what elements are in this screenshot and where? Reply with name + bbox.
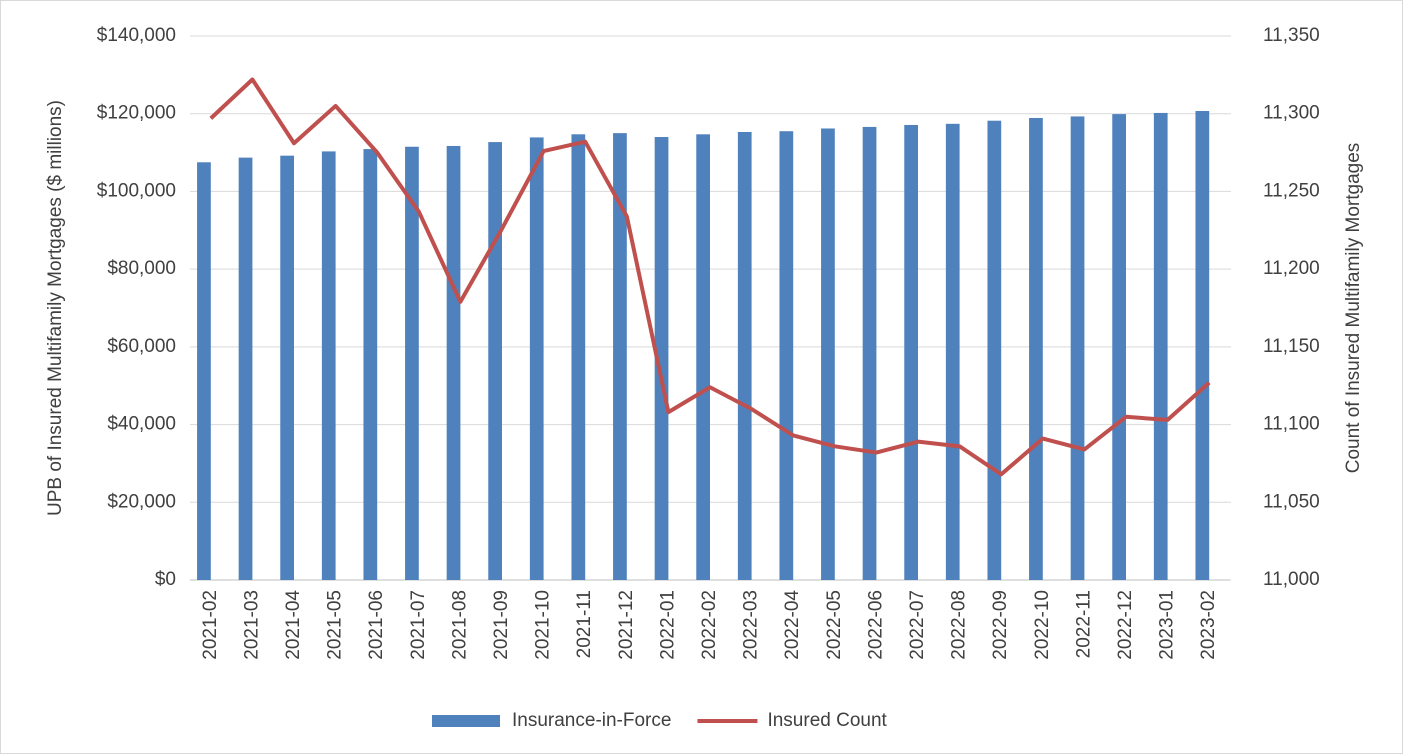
x-tick-label: 2022-09 <box>990 590 1011 660</box>
y2-tick-label: 11,000 <box>1263 569 1320 590</box>
y-tick-label: $140,000 <box>97 25 176 46</box>
bar <box>529 137 544 580</box>
x-tick-label: 2022-05 <box>824 590 845 660</box>
x-tick-label: 2021-03 <box>241 590 262 660</box>
y-tick-label: $120,000 <box>97 103 176 124</box>
bar <box>779 131 794 580</box>
bar <box>238 157 253 580</box>
x-tick-label: 2023-02 <box>1198 590 1219 660</box>
bar <box>1070 116 1085 580</box>
x-tick-label: 2022-08 <box>949 590 970 660</box>
x-tick-label: 2022-03 <box>741 590 762 660</box>
y-tick-label: $100,000 <box>97 180 176 201</box>
bar <box>1112 114 1126 581</box>
x-tick-label: 2022-12 <box>1115 590 1136 660</box>
x-tick-label: 2022-10 <box>1032 590 1053 660</box>
bar <box>197 162 211 581</box>
bar <box>654 137 669 580</box>
bar <box>280 155 294 580</box>
x-tick-label: 2021-06 <box>366 590 387 660</box>
bar <box>862 126 877 580</box>
y2-tick-label: 11,150 <box>1263 336 1320 357</box>
y2-axis-label: Count of Insured Multifamily Mortgages <box>1343 143 1364 474</box>
x-tick-label: 2021-02 <box>200 590 221 660</box>
bar <box>363 149 378 580</box>
y2-tick-label: 11,350 <box>1263 25 1320 46</box>
bar <box>737 131 752 580</box>
bar <box>696 134 710 580</box>
x-tick-label: 2021-07 <box>408 590 429 660</box>
x-tick-label: 2022-04 <box>782 590 803 660</box>
x-tick-label: 2021-12 <box>616 590 637 660</box>
x-tick-label: 2022-06 <box>865 590 886 660</box>
y-tick-label: $40,000 <box>107 414 176 435</box>
bar <box>321 151 336 581</box>
y2-tick-label: 11,200 <box>1263 258 1320 279</box>
y-tick-label: $20,000 <box>107 491 176 512</box>
bar <box>1029 117 1043 580</box>
bar <box>904 124 918 581</box>
x-tick-label: 2023-01 <box>1157 590 1178 660</box>
bar <box>488 142 502 580</box>
y2-tick-label: 11,250 <box>1263 180 1320 201</box>
x-tick-label: 2021-10 <box>533 590 554 660</box>
legend-label: Insured Count <box>767 710 887 731</box>
x-tick-label: 2022-02 <box>699 590 720 660</box>
bar <box>1153 112 1168 581</box>
bar <box>405 146 419 580</box>
y2-tick-label: 11,300 <box>1263 103 1320 124</box>
bar <box>945 123 960 581</box>
legend-label: Insurance-in-Force <box>512 710 671 731</box>
x-tick-label: 2021-11 <box>574 590 595 658</box>
y-axis-label: UPB of Insured Multifamily Mortgages ($ … <box>45 100 66 516</box>
x-tick-label: 2022-01 <box>657 590 678 660</box>
legend-swatch <box>432 715 500 727</box>
y-tick-label: $0 <box>155 569 176 590</box>
x-tick-label: 2022-11 <box>1073 590 1094 658</box>
bar <box>821 128 835 581</box>
y-tick-label: $60,000 <box>107 336 176 357</box>
bar <box>571 134 586 580</box>
bar <box>446 145 461 581</box>
x-tick-label: 2021-08 <box>449 590 470 660</box>
bar <box>613 133 627 580</box>
bar <box>987 120 1002 581</box>
y-tick-label: $80,000 <box>107 258 176 279</box>
x-tick-label: 2021-05 <box>325 590 346 660</box>
y2-tick-label: 11,100 <box>1263 414 1320 435</box>
x-tick-label: 2021-04 <box>283 590 304 660</box>
bar <box>1195 110 1210 580</box>
x-tick-label: 2021-09 <box>491 590 512 660</box>
line-series <box>209 77 1211 477</box>
x-tick-label: 2022-07 <box>907 590 928 660</box>
y2-tick-label: 11,050 <box>1263 491 1320 512</box>
